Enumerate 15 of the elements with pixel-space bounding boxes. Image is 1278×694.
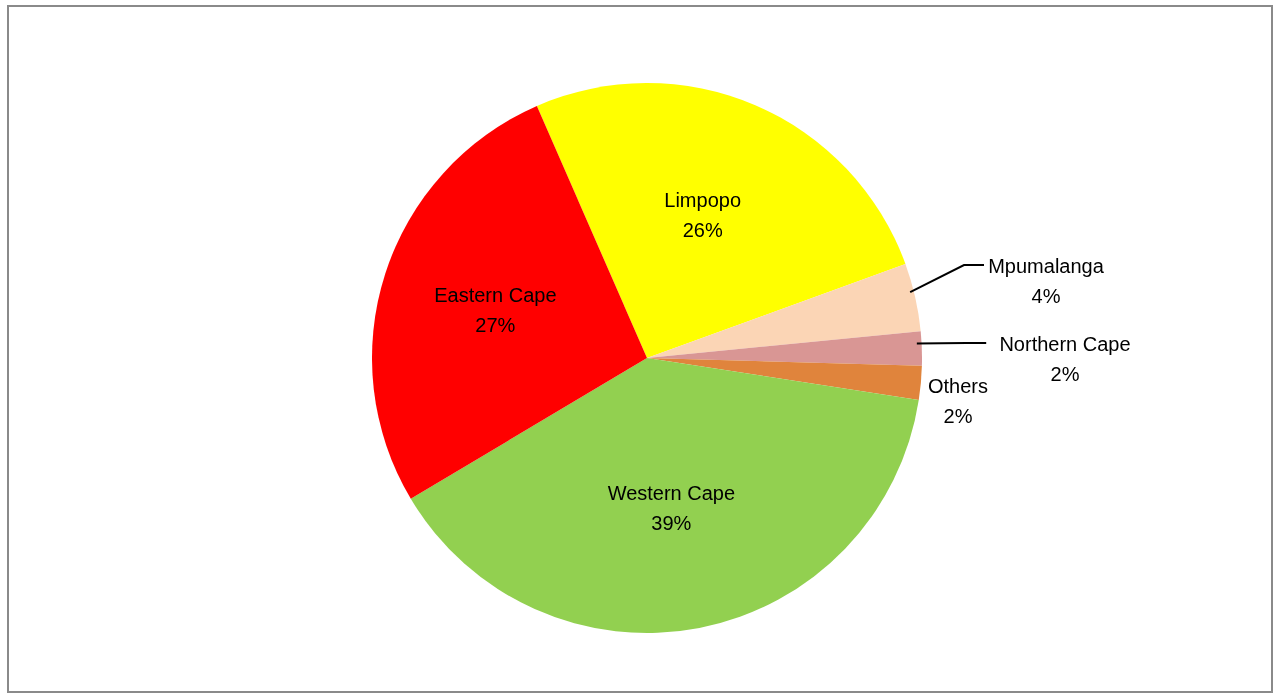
pie-slice xyxy=(410,358,919,633)
slice-label: Limpopo xyxy=(664,189,742,212)
slice-label: Others xyxy=(927,375,989,397)
slice-label: Mpumalanga xyxy=(988,255,1105,277)
slice-label: Northern Cape xyxy=(999,333,1131,355)
slice-label: Eastern Cape xyxy=(434,283,557,306)
data-label: 39% xyxy=(651,512,692,535)
pie-slice xyxy=(647,263,921,358)
data-label: 4% xyxy=(1031,285,1061,307)
data-label: 27% xyxy=(475,313,516,336)
slice-label: Western Cape xyxy=(607,482,736,505)
data-label: 2% xyxy=(943,405,973,427)
data-label: 26% xyxy=(682,219,723,242)
data-label: 2% xyxy=(1050,363,1080,385)
pie-slice xyxy=(647,358,922,401)
